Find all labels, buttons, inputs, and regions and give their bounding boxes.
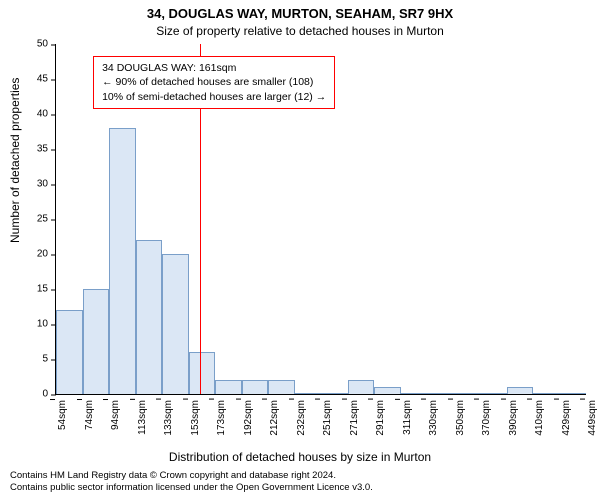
histogram-bar: [507, 387, 534, 394]
x-tick: 251sqm: [321, 400, 333, 436]
x-tick: 271sqm: [348, 400, 360, 436]
histogram-bar: [560, 393, 587, 394]
x-tick: 350sqm: [454, 400, 466, 436]
chart-subtitle: Size of property relative to detached ho…: [0, 24, 600, 38]
y-tick: 0: [42, 389, 56, 400]
chart-container: 34, DOUGLAS WAY, MURTON, SEAHAM, SR7 9HX…: [0, 0, 600, 500]
footer-line-2: Contains public sector information licen…: [10, 482, 373, 494]
histogram-bar: [321, 393, 348, 394]
x-axis-label: Distribution of detached houses by size …: [0, 450, 600, 464]
histogram-bar: [136, 240, 163, 394]
y-tick: 40: [37, 109, 56, 120]
chart-title: 34, DOUGLAS WAY, MURTON, SEAHAM, SR7 9HX: [0, 6, 600, 21]
x-tick: 232sqm: [295, 400, 307, 436]
x-tick: 192sqm: [242, 400, 254, 436]
histogram-bar: [427, 393, 454, 394]
x-tick: 54sqm: [56, 400, 68, 430]
histogram-bar: [83, 289, 110, 394]
histogram-bar: [454, 393, 481, 394]
y-tick: 10: [37, 319, 56, 330]
histogram-bar: [374, 387, 401, 394]
histogram-bar: [533, 393, 560, 394]
y-tick: 15: [37, 284, 56, 295]
attribution-footer: Contains HM Land Registry data © Crown c…: [10, 470, 373, 495]
histogram-bar: [189, 352, 216, 394]
histogram-bar: [295, 393, 322, 394]
x-tick: 113sqm: [136, 400, 148, 435]
x-tick: 390sqm: [507, 400, 519, 436]
x-tick: 291sqm: [374, 400, 386, 436]
y-tick: 5: [42, 354, 56, 365]
y-tick: 35: [37, 144, 56, 155]
histogram-bar: [480, 393, 507, 394]
histogram-bar: [215, 380, 242, 394]
x-tick: 370sqm: [480, 400, 492, 436]
histogram-bar: [401, 393, 428, 394]
y-tick: 50: [37, 39, 56, 50]
annotation-line-2: ← 90% of detached houses are smaller (10…: [102, 75, 326, 89]
y-tick: 45: [37, 74, 56, 85]
x-tick: 153sqm: [189, 400, 201, 436]
histogram-bar: [162, 254, 189, 394]
y-tick: 25: [37, 214, 56, 225]
x-tick: 330sqm: [427, 400, 439, 436]
histogram-bar: [109, 128, 136, 394]
footer-line-1: Contains HM Land Registry data © Crown c…: [10, 470, 373, 482]
x-tick: 74sqm: [83, 400, 95, 430]
histogram-bar: [348, 380, 375, 394]
annotation-box: 34 DOUGLAS WAY: 161sqm← 90% of detached …: [93, 56, 335, 109]
y-axis-label: Number of detached properties: [8, 78, 22, 243]
annotation-line-1: 34 DOUGLAS WAY: 161sqm: [102, 61, 326, 75]
x-tick: 212sqm: [268, 400, 280, 436]
x-tick: 410sqm: [533, 400, 545, 436]
x-tick: 429sqm: [560, 400, 572, 436]
y-tick: 20: [37, 249, 56, 260]
x-tick: 94sqm: [109, 400, 121, 430]
plot-area: 0510152025303540455054sqm74sqm94sqm113sq…: [55, 44, 586, 395]
annotation-line-3: 10% of semi-detached houses are larger (…: [102, 90, 326, 104]
x-tick: 173sqm: [215, 400, 227, 436]
x-tick: 133sqm: [162, 400, 174, 436]
y-tick: 30: [37, 179, 56, 190]
histogram-bar: [242, 380, 269, 394]
histogram-bar: [56, 310, 83, 394]
histogram-bar: [268, 380, 295, 394]
x-tick: 449sqm: [586, 400, 598, 436]
x-tick: 311sqm: [401, 400, 413, 435]
